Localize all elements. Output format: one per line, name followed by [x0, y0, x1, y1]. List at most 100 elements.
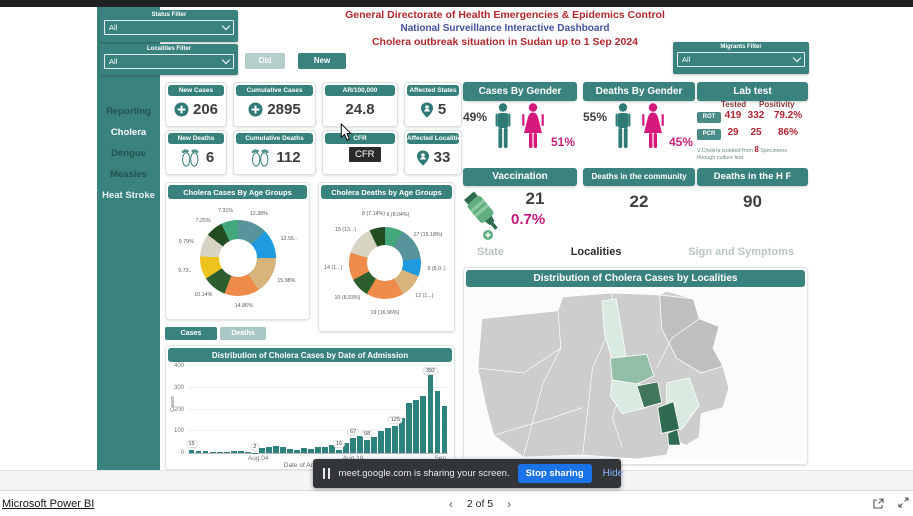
hf-deaths-value: 90	[743, 192, 762, 211]
bar[interactable]	[195, 451, 202, 453]
plus-circle-icon	[174, 102, 189, 117]
bar[interactable]	[244, 452, 251, 453]
share-icon[interactable]	[872, 497, 885, 515]
bar[interactable]	[427, 367, 434, 453]
status-filter-select[interactable]: All	[104, 20, 234, 35]
bar[interactable]	[209, 451, 216, 453]
gridline	[188, 408, 448, 410]
bar[interactable]	[279, 446, 286, 453]
next-page-icon[interactable]: ›	[507, 497, 512, 511]
powerbi-brand-link[interactable]: Microsoft Power BI	[2, 498, 95, 510]
bar[interactable]	[315, 447, 321, 453]
kpi-label: Affected States	[407, 85, 459, 96]
cases-by-gender-body[interactable]: 49% 51%	[463, 100, 577, 166]
donut-segment-label: 8 (7.14%)	[362, 211, 386, 218]
kpi-card-cumulative-deaths[interactable]: Cumulative Deaths 112	[233, 130, 316, 175]
bar[interactable]	[420, 396, 427, 453]
fullscreen-icon[interactable]	[897, 496, 910, 514]
kpi-body: 6	[166, 144, 226, 171]
bar[interactable]	[272, 445, 279, 453]
bar[interactable]	[413, 399, 420, 453]
kpi-card-ar-100-000[interactable]: AR/100,000 24.8	[322, 82, 398, 127]
bar[interactable]	[230, 451, 237, 453]
kpi-card-new-deaths[interactable]: New Deaths 6	[165, 130, 227, 175]
donut-segment-label: 9.73..	[178, 267, 192, 274]
bar[interactable]	[216, 452, 223, 453]
deaths-age-donut[interactable]: 9 (8.04%) 17 (15.18%) 9 (8.0..) 12 (1...) 19…	[319, 201, 454, 329]
bar[interactable]	[357, 435, 364, 453]
vaccination-body[interactable]: 21 0.7%	[463, 186, 577, 244]
bar[interactable]	[434, 391, 441, 453]
chart-button-cases[interactable]: Cases	[165, 327, 217, 340]
lab-note-value: 8	[754, 145, 759, 154]
bar[interactable]	[399, 418, 406, 453]
bar[interactable]	[258, 448, 265, 453]
kpi-card-new-cases[interactable]: New Cases 206	[165, 82, 227, 127]
tab-sign-and-symptoms[interactable]: Sign and Symptoms	[688, 246, 794, 258]
localities-filter-select[interactable]: All	[104, 54, 234, 69]
bar[interactable]	[294, 450, 300, 453]
lab-test-body[interactable]: Tested Positivity ROT 419 332 79.2% PCR 29 25 8…	[697, 100, 808, 166]
kpi-card-affected-localities[interactable]: Affected Localities 33	[404, 130, 465, 175]
localities-filter-value: All	[109, 57, 118, 66]
bar[interactable]	[371, 436, 378, 453]
kpi-card-cfr[interactable]: CFR3CFR	[322, 122, 398, 175]
plus-circle-icon	[248, 102, 263, 117]
stop-sharing-button[interactable]: Stop sharing	[517, 464, 592, 483]
sidebar-item-heat-stroke[interactable]: Heat Stroke	[102, 190, 155, 201]
bar[interactable]	[322, 446, 328, 453]
bar[interactable]	[392, 425, 399, 453]
old-button[interactable]: Old	[245, 53, 285, 69]
sidebar-item-cholera[interactable]: Cholera	[110, 127, 147, 138]
bar[interactable]	[265, 446, 272, 453]
hf-deaths-body[interactable]: 90	[697, 186, 808, 226]
bar[interactable]	[385, 428, 392, 453]
hide-button[interactable]: Hide	[602, 468, 624, 479]
bar[interactable]	[202, 450, 209, 453]
status-filter-label: Status Filter	[151, 12, 187, 18]
lab-positivity-value: 86%	[777, 127, 798, 138]
kpi-card-affected-states[interactable]: Affected States 5	[404, 82, 462, 127]
sidebar-item-reporting[interactable]: Reporting	[106, 106, 151, 117]
tab-localities[interactable]: Localities	[570, 246, 622, 258]
bar[interactable]	[301, 448, 307, 453]
deaths-by-gender-body[interactable]: 55% 45%	[583, 100, 695, 166]
donut-segment-label: 17 (15.18%)	[413, 231, 443, 238]
bar[interactable]	[378, 431, 385, 453]
report-titles: General Directorate of Health Emergencie…	[330, 8, 680, 49]
sidebar-item-dengue[interactable]: Dengue	[111, 148, 146, 159]
bar[interactable]	[286, 449, 293, 453]
bar[interactable]	[364, 440, 371, 453]
bar[interactable]	[237, 450, 244, 453]
previous-page-icon[interactable]: ‹	[448, 497, 453, 511]
cases-female-percent: 51%	[551, 135, 576, 149]
bar[interactable]	[329, 445, 335, 453]
feet-icon	[248, 147, 272, 168]
map-body[interactable]	[464, 289, 807, 461]
pause-icon[interactable]	[323, 468, 330, 479]
bar[interactable]	[188, 449, 195, 453]
bar[interactable]	[336, 449, 342, 453]
sidebar-item-measles[interactable]: Measles	[110, 169, 147, 180]
donut-segment-label: 7.31%	[217, 208, 233, 215]
new-button[interactable]: New	[298, 53, 346, 69]
bar[interactable]	[308, 448, 314, 453]
bar[interactable]	[406, 403, 413, 453]
migrants-filter-select[interactable]: All	[677, 52, 805, 67]
gridline	[188, 365, 448, 366]
chevron-down-icon	[221, 21, 231, 31]
kpi-value: 24.8	[345, 101, 375, 118]
bar[interactable]	[343, 443, 350, 453]
lab-note-line2: through culture test	[697, 155, 744, 161]
bar[interactable]	[350, 438, 357, 453]
donut-hole	[367, 245, 403, 281]
chart-button-deaths[interactable]: Deaths	[220, 327, 266, 340]
cases-age-donut[interactable]: 12.38% 12.56.. 15.98% 14.86% 10.14% 9.73.. 9.7…	[166, 201, 309, 317]
chevron-down-icon	[221, 55, 231, 65]
community-deaths-body[interactable]: 22	[583, 186, 695, 226]
bar[interactable]	[223, 452, 230, 453]
bar[interactable]	[441, 406, 448, 453]
tab-state[interactable]: State	[477, 246, 504, 258]
kpi-card-cumulative-cases[interactable]: Cumulative Cases 2895	[233, 82, 316, 127]
